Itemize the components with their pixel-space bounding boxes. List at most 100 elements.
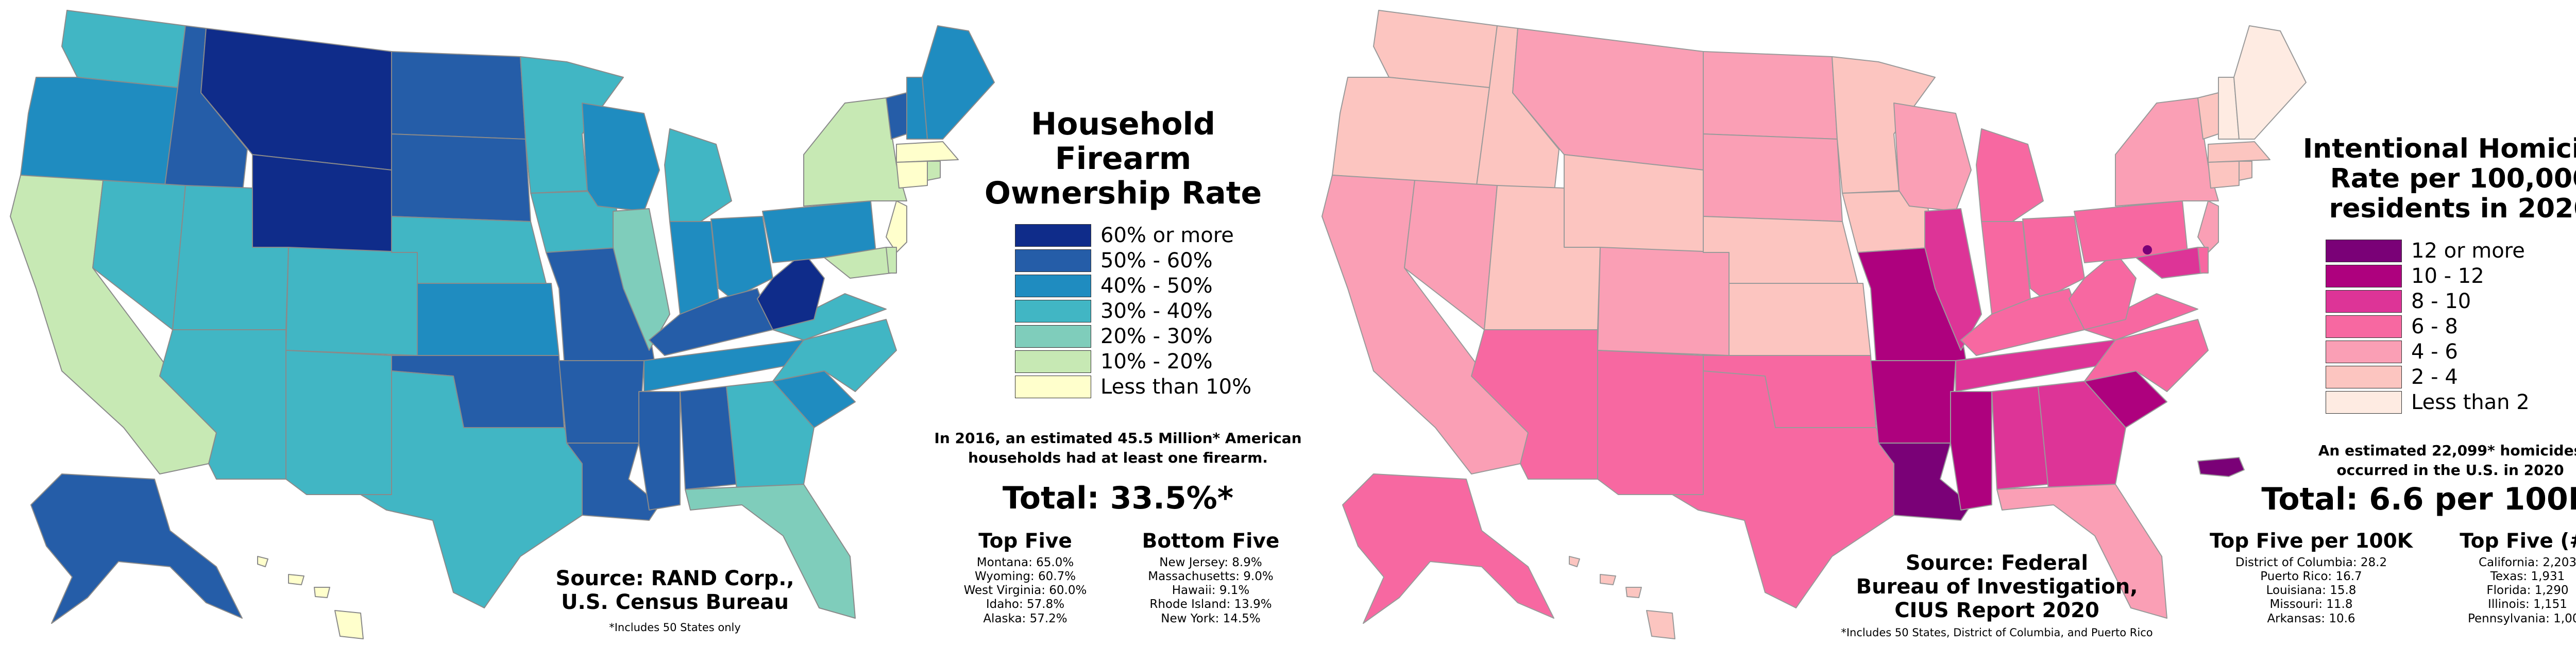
- legend-item: 20% - 30%: [1015, 324, 1251, 349]
- national-total: Total: 6.6 per 100K*: [2261, 481, 2576, 517]
- state-texas: [360, 370, 583, 608]
- state-delaware: [886, 247, 897, 274]
- state-minnesota: [520, 56, 624, 194]
- legend-item: Less than 2: [2326, 389, 2530, 415]
- legend: 60% or more 50% - 60% 40% - 50% 30% - 40% 20…: [1015, 223, 1251, 399]
- state-virginia: [772, 293, 887, 341]
- list-item: Massachusetts: 9.0%: [1148, 570, 1274, 584]
- legend-label: 8 - 10: [2411, 289, 2471, 313]
- legend-swatch: [1015, 299, 1091, 322]
- source-line: Source: Federal: [1905, 551, 2089, 575]
- title-line: Ownership Rate: [984, 175, 1262, 212]
- note-line: households had at least one firearm.: [968, 449, 1268, 466]
- list-item: Rhode Island: 13.9%: [1149, 598, 1272, 612]
- legend-label: 20% - 30%: [1100, 324, 1213, 348]
- state-new-jersey: [2197, 200, 2219, 253]
- state-new-jersey: [886, 200, 907, 253]
- state-indiana: [1981, 221, 2031, 315]
- state-arkansas: [1870, 360, 1956, 444]
- note-line: In 2016, an estimated 45.5 Million* Amer…: [934, 430, 1302, 447]
- state-ohio: [710, 216, 773, 299]
- state-hawaii: [1569, 556, 1675, 639]
- state-kentucky: [649, 288, 773, 356]
- state-connecticut: [896, 161, 928, 189]
- state-illinois: [1924, 208, 1982, 351]
- state-ohio: [2022, 216, 2085, 299]
- state-hawaii: [257, 556, 364, 639]
- list-item: Wyoming: 60.7%: [974, 570, 1076, 584]
- state-georgia: [2038, 381, 2126, 490]
- footnote: *Includes 50 States only: [609, 621, 741, 634]
- legend-label: 50% - 60%: [1100, 248, 1213, 273]
- legend-label: 60% or more: [1100, 223, 1234, 247]
- state-new-mexico: [285, 350, 392, 495]
- state-north-dakota: [1703, 51, 1838, 140]
- source-line: Source: RAND Corp.,: [555, 567, 794, 590]
- legend-label: 10% - 20%: [1100, 349, 1213, 374]
- source-credit: Source: Federal Bureau of Investigation,…: [1837, 551, 2157, 622]
- state-arkansas: [558, 360, 645, 444]
- legend-swatch: [1015, 375, 1091, 398]
- legend-label: Less than 10%: [1100, 375, 1252, 399]
- legend-label: 12 or more: [2411, 239, 2525, 263]
- list-item: West Virginia: 60.0%: [963, 584, 1087, 598]
- legend-item: 60% or more: [1015, 223, 1251, 248]
- top-five-rate-title: Top Five per 100K: [2210, 530, 2413, 553]
- legend-label: 30% - 40%: [1100, 299, 1213, 323]
- legend-swatch: [2326, 290, 2402, 313]
- list-item: Texas: 1,931: [2490, 570, 2565, 584]
- top-five-title: Top Five: [978, 530, 1072, 553]
- legend-item: 10% - 20%: [1015, 349, 1251, 374]
- legend-swatch: [2326, 340, 2402, 363]
- state-rhode-island: [2239, 161, 2252, 181]
- state-louisiana: [566, 443, 660, 521]
- state-florida: [1996, 484, 2167, 619]
- legend-item: 50% - 60%: [1015, 248, 1251, 273]
- state-mississippi: [1950, 391, 1992, 511]
- legend-label: 4 - 6: [2411, 340, 2458, 364]
- state-michigan: [1976, 128, 2044, 222]
- district-of-columbia-marker: [2143, 245, 2152, 254]
- homicide-rate-panel: Intentional Homicide Rate per 100,000 re…: [1312, 0, 2576, 645]
- list-item: Arkansas: 10.6: [2267, 612, 2355, 625]
- legend-item: 30% - 40%: [1015, 298, 1251, 324]
- source-line: Bureau of Investigation,: [1856, 575, 2138, 599]
- state-mississippi: [638, 391, 681, 511]
- state-massachusetts: [2208, 141, 2270, 163]
- state-virginia: [2084, 293, 2198, 341]
- state-maine: [2233, 25, 2307, 140]
- top-five-count-title: Top Five (#): [2460, 530, 2576, 553]
- legend-item: 12 or more: [2326, 238, 2530, 263]
- legend-swatch: [1015, 249, 1091, 272]
- state-texas: [1672, 370, 1894, 608]
- list-item: Idaho: 57.8%: [986, 598, 1065, 612]
- legend-swatch: [2326, 365, 2402, 388]
- national-total: Total: 33.5%*: [1002, 480, 1234, 516]
- state-wisconsin: [1893, 103, 1972, 212]
- top-five-list: Top Five Montana: 65.0% Wyoming: 60.7% W…: [958, 530, 1092, 626]
- list-item: New York: 14.5%: [1161, 612, 1261, 625]
- list-item: Louisiana: 15.8: [2266, 584, 2357, 598]
- state-georgia: [726, 381, 815, 490]
- title-line: Firearm: [1055, 141, 1192, 177]
- title-line: Rate per 100,000: [2330, 163, 2576, 195]
- homicide-rate-map: [1321, 10, 2307, 639]
- state-south-dakota: [391, 133, 531, 222]
- source-line: CIUS Report 2020: [1894, 599, 2099, 622]
- state-illinois: [613, 208, 670, 351]
- legend-swatch: [2326, 315, 2402, 338]
- state-colorado: [1597, 247, 1730, 356]
- list-item: District of Columbia: 28.2: [2235, 556, 2387, 569]
- legend-label: 2 - 4: [2411, 365, 2458, 389]
- state-rhode-island: [927, 161, 941, 181]
- legend-item: 4 - 6: [2326, 339, 2530, 364]
- territory-puerto-rico: [2197, 457, 2245, 477]
- map-title: Household Firearm Ownership Rate: [958, 107, 1288, 211]
- footnote: *Includes 50 States, District of Columbi…: [1841, 626, 2153, 639]
- top-five-count-list: Top Five (#) California: 2,203 Texas: 1,…: [2445, 530, 2576, 626]
- state-washington: [1373, 10, 1498, 88]
- firearm-ownership-panel: Household Firearm Ownership Rate 60% or …: [10, 10, 1302, 639]
- legend-swatch: [2326, 391, 2402, 414]
- legend-label: 40% - 50%: [1100, 274, 1213, 298]
- state-north-dakota: [391, 51, 526, 140]
